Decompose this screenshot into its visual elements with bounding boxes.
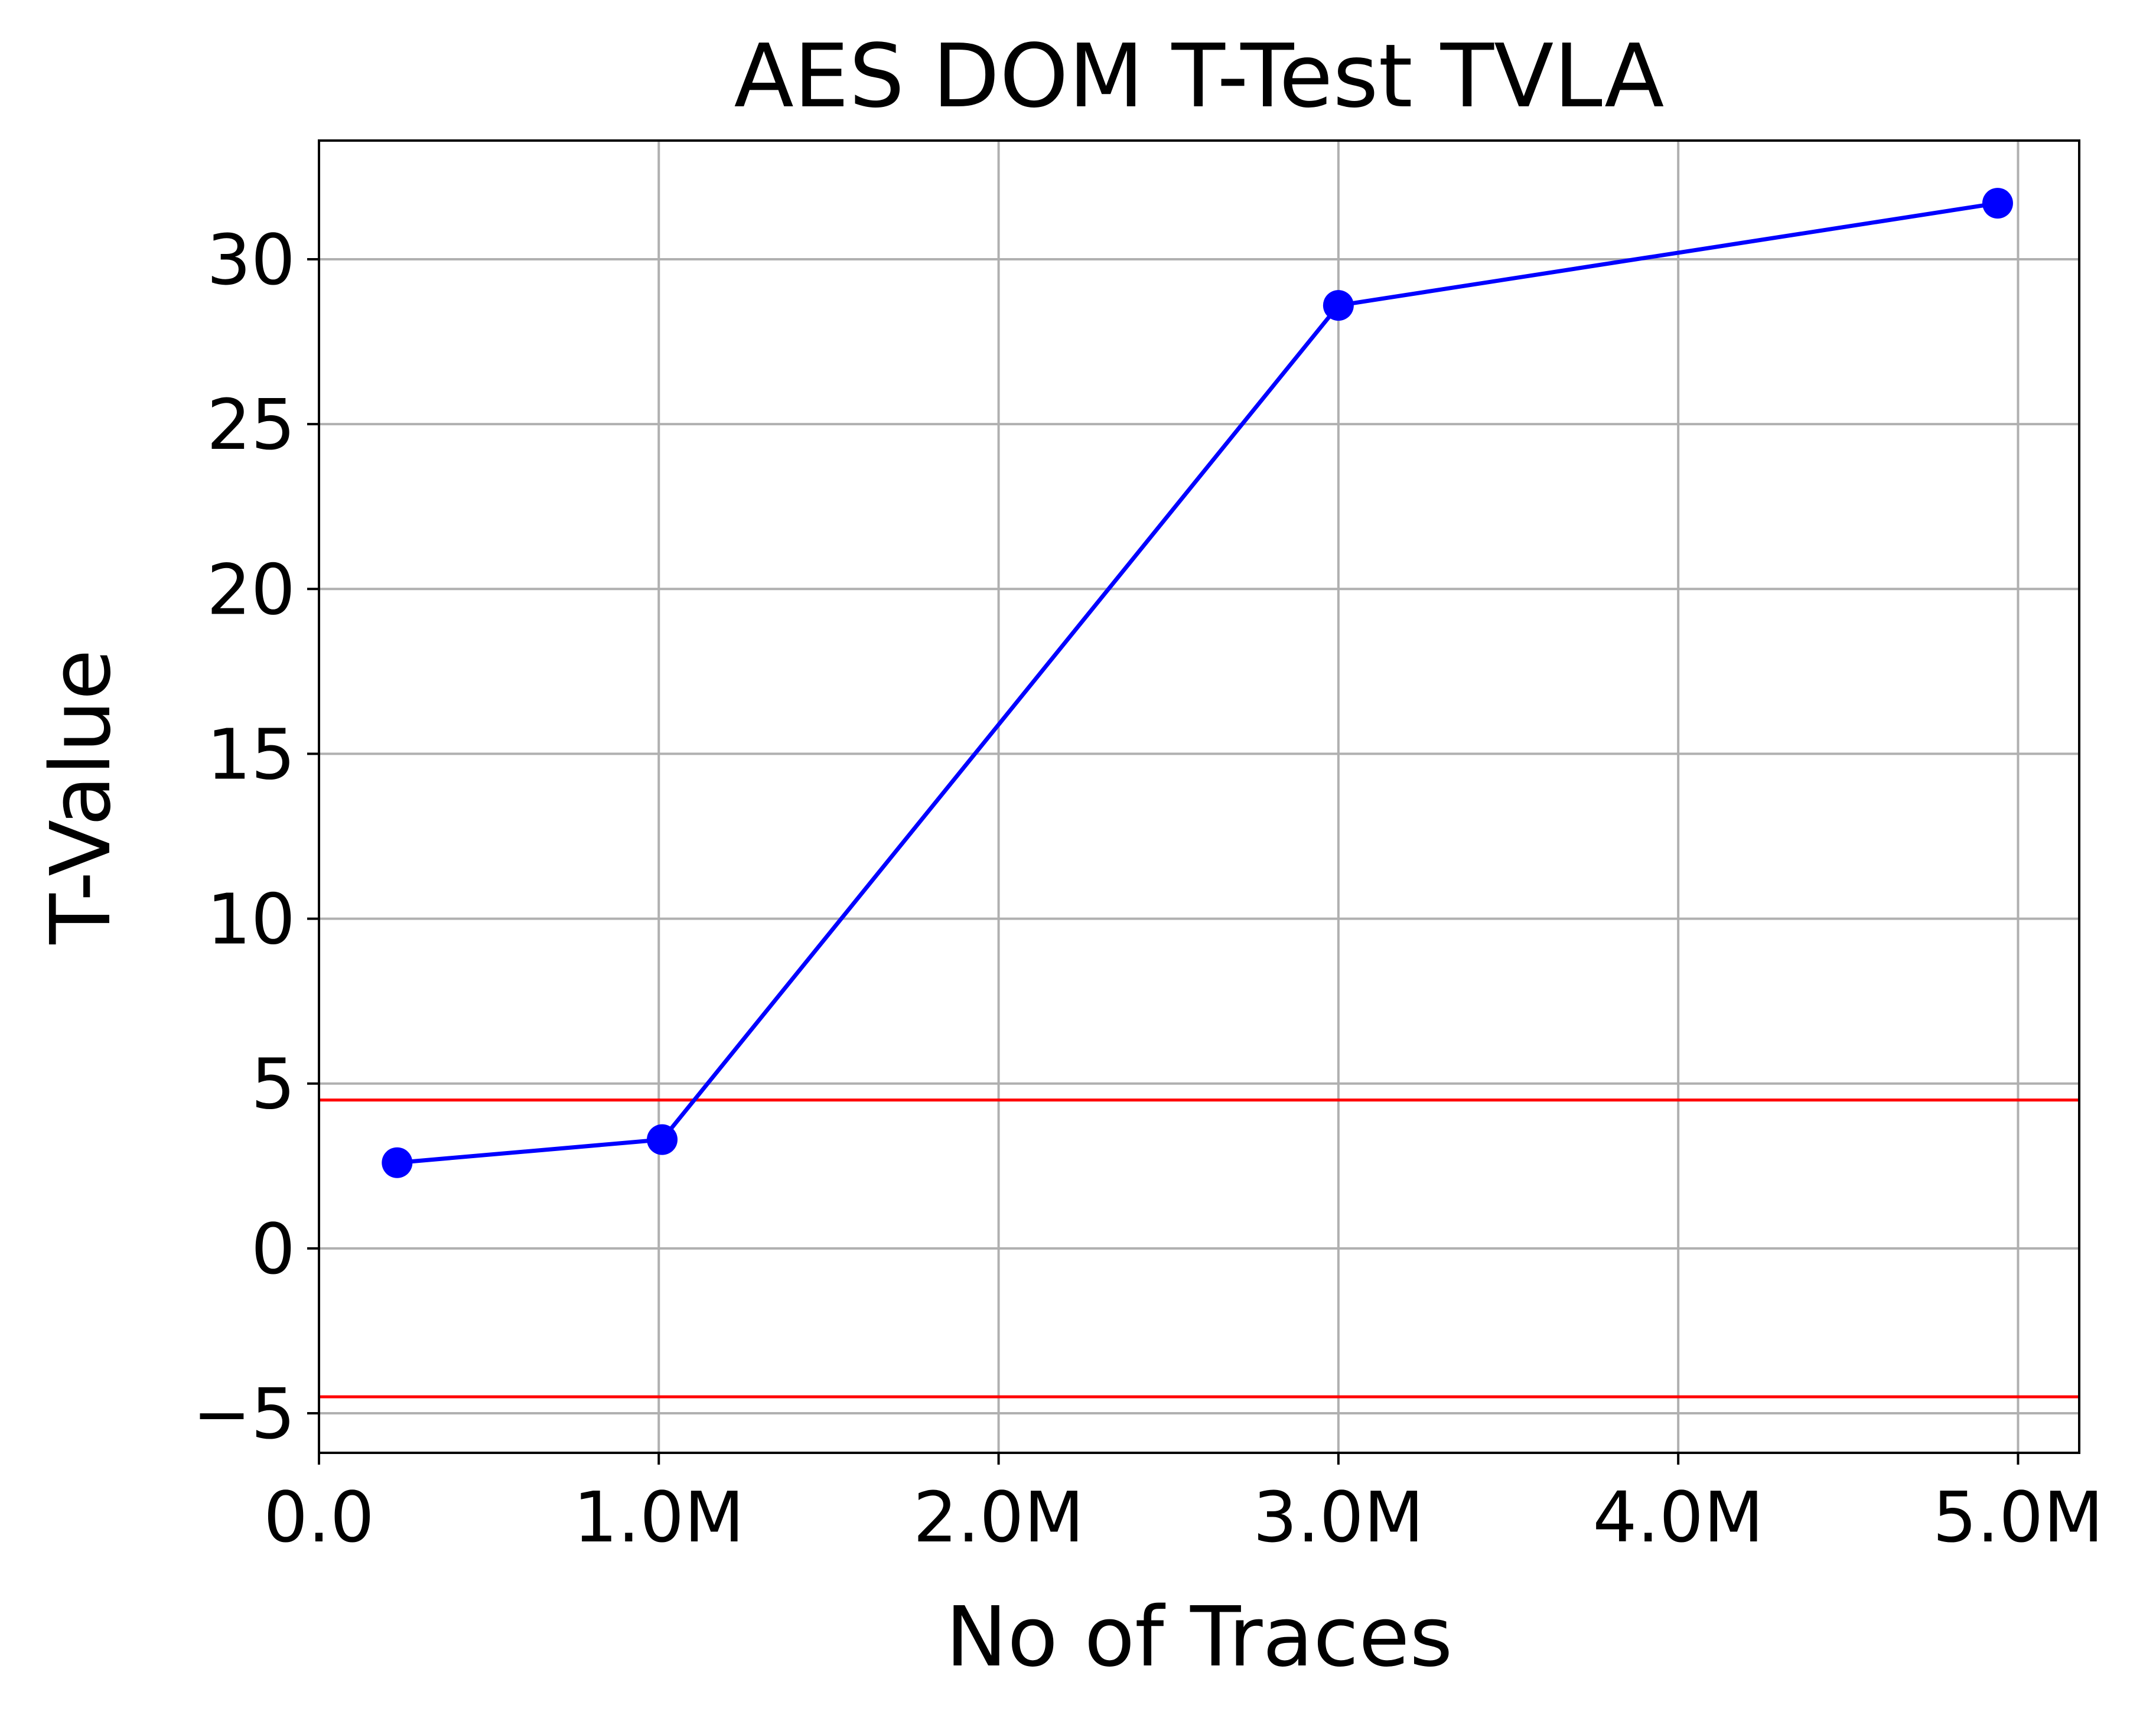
y-tick-label: 0 bbox=[251, 1208, 295, 1290]
y-axis-label: T-Value bbox=[33, 649, 129, 944]
y-tick-label: 5 bbox=[251, 1044, 295, 1125]
x-tick-label: 5.0M bbox=[1933, 1476, 2103, 1558]
x-axis-label: No of Traces bbox=[946, 1589, 1453, 1686]
y-tick-label: 25 bbox=[207, 384, 295, 465]
data-point bbox=[647, 1124, 678, 1155]
x-tick-label: 3.0M bbox=[1253, 1476, 1424, 1558]
y-tick-label: −5 bbox=[193, 1373, 295, 1455]
x-tick-label: 1.0M bbox=[574, 1476, 744, 1558]
y-tick-label: 30 bbox=[207, 219, 295, 301]
chart-title: AES DOM T-Test TVLA bbox=[734, 25, 1665, 127]
x-tick-label: 0.0 bbox=[263, 1476, 374, 1558]
data-point bbox=[1982, 188, 2013, 219]
x-tick-label: 4.0M bbox=[1592, 1476, 1763, 1558]
series-layer bbox=[382, 188, 2013, 1178]
threshold-lines bbox=[319, 1098, 2079, 1398]
x-tick-label: 2.0M bbox=[913, 1476, 1084, 1558]
y-tick-label: 20 bbox=[207, 549, 295, 630]
y-tick-label: 10 bbox=[207, 879, 295, 960]
axis-ticks: 0.0 1.0M 2.0M 3.0M 4.0M 5.0M −5 0 5 10 15 20 25 30 bbox=[193, 219, 2103, 1558]
series-line bbox=[397, 201, 1998, 1165]
grid-lines bbox=[318, 141, 2079, 1453]
y-tick-label: 15 bbox=[207, 713, 295, 795]
plot-frame bbox=[318, 139, 2080, 1454]
data-point bbox=[1323, 290, 1354, 321]
data-point bbox=[382, 1147, 413, 1178]
